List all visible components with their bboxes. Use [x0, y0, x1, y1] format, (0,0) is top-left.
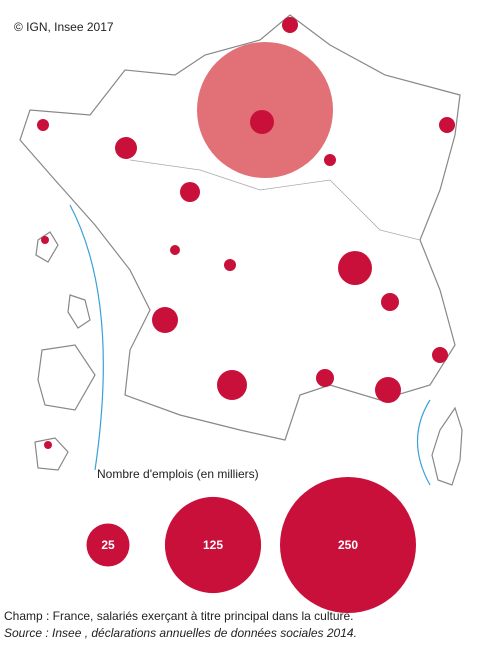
- corsica: [431, 406, 463, 486]
- legend-label: 125: [203, 538, 223, 552]
- legend-title: Nombre d'emplois (en milliers): [97, 467, 259, 481]
- legend-circle: [280, 477, 416, 613]
- paris-bubble: [197, 42, 333, 178]
- copyright: © IGN, Insee 2017: [14, 20, 114, 34]
- france: [19, 14, 461, 441]
- inset-arc: [69, 204, 104, 471]
- martinique: [67, 294, 91, 329]
- regions: [129, 159, 421, 241]
- guyane: [37, 344, 96, 411]
- legend-circle: [86, 523, 130, 567]
- map: [19, 14, 463, 486]
- reunion: [34, 437, 69, 471]
- scope-note: Champ : France, salariés exerçant à titr…: [4, 609, 354, 623]
- legend: 25 125 250: [86, 477, 416, 613]
- legend-label: 250: [338, 538, 358, 552]
- legend-label: 25: [101, 538, 115, 552]
- inset-arc: [416, 399, 431, 486]
- guadeloupe: [35, 231, 59, 263]
- bubbles: [37, 17, 455, 449]
- source-note: Source : Insee , déclarations annuelles …: [4, 626, 357, 640]
- legend-circle: [164, 496, 262, 594]
